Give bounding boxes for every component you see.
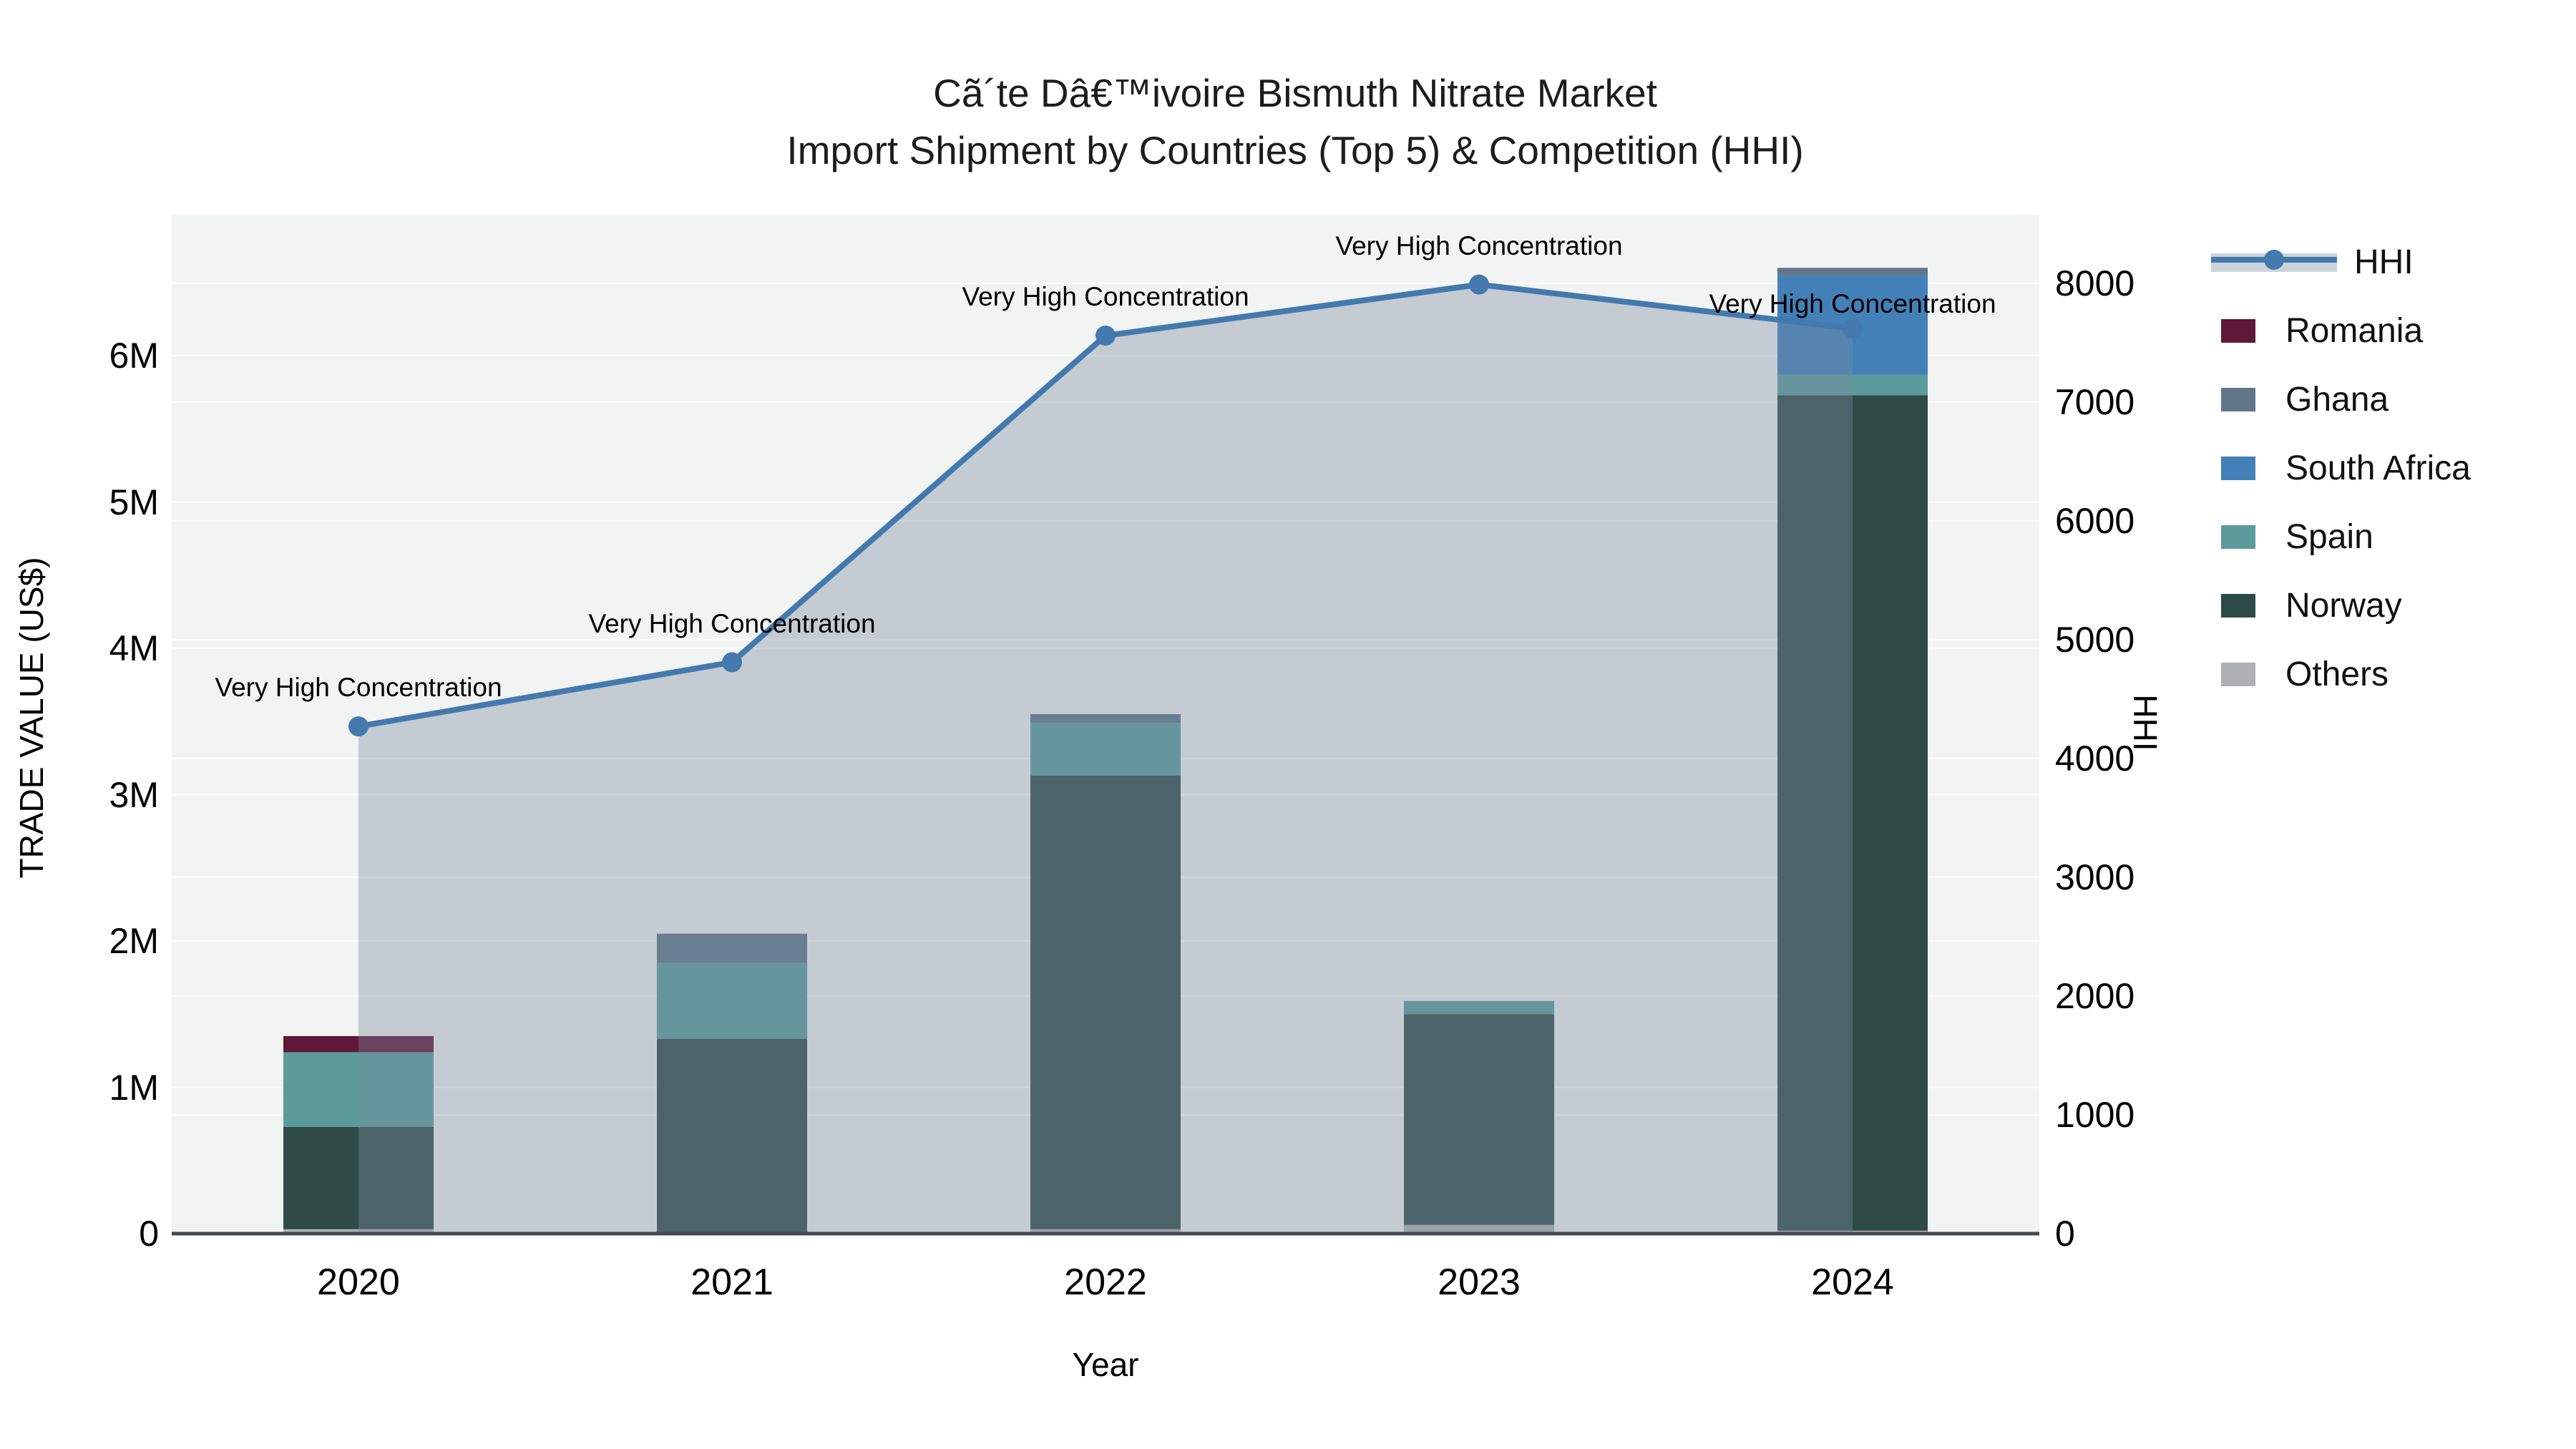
y-left-tick-1M: 1M xyxy=(109,1067,159,1108)
hhi-marker-2021 xyxy=(722,652,742,673)
y-left-tick-6M: 6M xyxy=(109,336,159,376)
x-tick-2023: 2023 xyxy=(1438,1262,1521,1303)
bar-segment-ghana-2022 xyxy=(1030,714,1181,723)
x-tick-2020: 2020 xyxy=(317,1262,400,1303)
legend-item-south-africa[interactable]: South Africa xyxy=(2211,434,2555,502)
hhi-annotation-2021: Very High Concentration xyxy=(588,608,876,638)
bar-segment-spain-2020 xyxy=(283,1052,434,1127)
chart-title: Cã´te Dâ€™ivoire Bismuth Nitrate Market xyxy=(933,71,1657,115)
legend-swatch-norway xyxy=(2221,593,2255,618)
y-right-tick-6000: 6000 xyxy=(2055,501,2135,541)
hhi-marker-2022 xyxy=(1096,326,1116,346)
bar-segment-others-2022 xyxy=(1030,1229,1181,1234)
hhi-marker-2023 xyxy=(1469,274,1489,295)
bar-segment-spain-2024 xyxy=(1777,374,1928,396)
x-axis-title: Year xyxy=(1072,1346,1139,1383)
legend: HHI Romania Ghana South Africa Spain Norway Ot… xyxy=(2211,228,2555,708)
x-tick-2022: 2022 xyxy=(1064,1262,1147,1303)
y-axis-title-left: TRADE VALUE (US$) xyxy=(13,557,50,879)
hhi-marker-2020 xyxy=(348,716,369,737)
hhi-marker-swatch xyxy=(2264,250,2284,270)
legend-swatch-ghana xyxy=(2221,387,2255,411)
y-right-tick-4000: 4000 xyxy=(2055,738,2135,779)
x-tick-2024: 2024 xyxy=(1811,1262,1894,1303)
bar-segment-others-2020 xyxy=(283,1229,434,1234)
bar-segment-ghana-2024 xyxy=(1777,268,1928,275)
bar-segment-spain-2022 xyxy=(1030,723,1181,776)
bar-segment-spain-2023 xyxy=(1404,1000,1554,1015)
bar-segment-romania-2020 xyxy=(283,1035,434,1053)
y-left-tick-3M: 3M xyxy=(109,774,159,815)
y-left-tick-5M: 5M xyxy=(109,482,159,522)
legend-swatch-others xyxy=(2221,662,2255,686)
y-right-tick-0: 0 xyxy=(2055,1214,2075,1254)
hhi-line-icon xyxy=(2211,248,2337,276)
bar-segment-others-2023 xyxy=(1404,1224,1554,1234)
x-tick-2021: 2021 xyxy=(691,1262,774,1303)
chart-subtitle: Import Shipment by Countries (Top 5) & C… xyxy=(786,128,1804,172)
bar-segment-spain-2021 xyxy=(657,962,807,1040)
legend-label-romania: Romania xyxy=(2285,311,2424,350)
y-right-tick-8000: 8000 xyxy=(2055,263,2135,303)
hhi-annotation-2022: Very High Concentration xyxy=(962,282,1249,312)
hhi-annotation-2023: Very High Concentration xyxy=(1335,230,1623,260)
legend-label-norway: Norway xyxy=(2285,586,2402,625)
legend-swatch-south-africa xyxy=(2221,456,2255,480)
hhi-area-fill xyxy=(358,284,1853,1234)
bar-segment-norway-2023 xyxy=(1404,1014,1554,1225)
bar-segment-norway-2020 xyxy=(283,1126,434,1229)
legend-label-ghana: Ghana xyxy=(2285,380,2389,419)
legend-label-spain: Spain xyxy=(2285,517,2373,556)
legend-swatch-spain xyxy=(2221,525,2255,549)
y-right-tick-1000: 1000 xyxy=(2055,1095,2135,1135)
legend-swatch-romania xyxy=(2221,318,2255,343)
hhi-annotation-2020: Very High Concentration xyxy=(215,673,502,703)
y-right-tick-7000: 7000 xyxy=(2055,382,2135,422)
y-right-tick-3000: 3000 xyxy=(2055,857,2135,897)
legend-item-romania[interactable]: Romania xyxy=(2211,296,2555,365)
legend-item-norway[interactable]: Norway xyxy=(2211,571,2555,640)
y-right-tick-2000: 2000 xyxy=(2055,976,2135,1016)
bar-segment-norway-2022 xyxy=(1030,775,1181,1229)
legend-item-others[interactable]: Others xyxy=(2211,640,2555,708)
y-left-tick-2M: 2M xyxy=(109,921,159,961)
bar-segment-norway-2024 xyxy=(1777,395,1928,1231)
hhi-annotation-2024: Very High Concentration xyxy=(1709,289,1996,319)
y-right-tick-5000: 5000 xyxy=(2055,620,2135,660)
y-left-tick-4M: 4M xyxy=(109,628,159,668)
legend-label-hhi: HHI xyxy=(2354,243,2414,281)
legend-item-ghana[interactable]: Ghana xyxy=(2211,365,2555,434)
legend-item-spain[interactable]: Spain xyxy=(2211,502,2555,571)
legend-label-south-africa: South Africa xyxy=(2285,449,2471,487)
bar-segment-norway-2021 xyxy=(657,1039,807,1234)
hhi-marker-2024 xyxy=(1843,318,1863,339)
x-axis-line xyxy=(172,1231,2039,1236)
legend-label-others: Others xyxy=(2285,655,2389,693)
legend-item-hhi[interactable]: HHI xyxy=(2211,228,2555,296)
y-left-tick-0: 0 xyxy=(139,1214,159,1254)
bar-segment-ghana-2021 xyxy=(657,933,807,963)
